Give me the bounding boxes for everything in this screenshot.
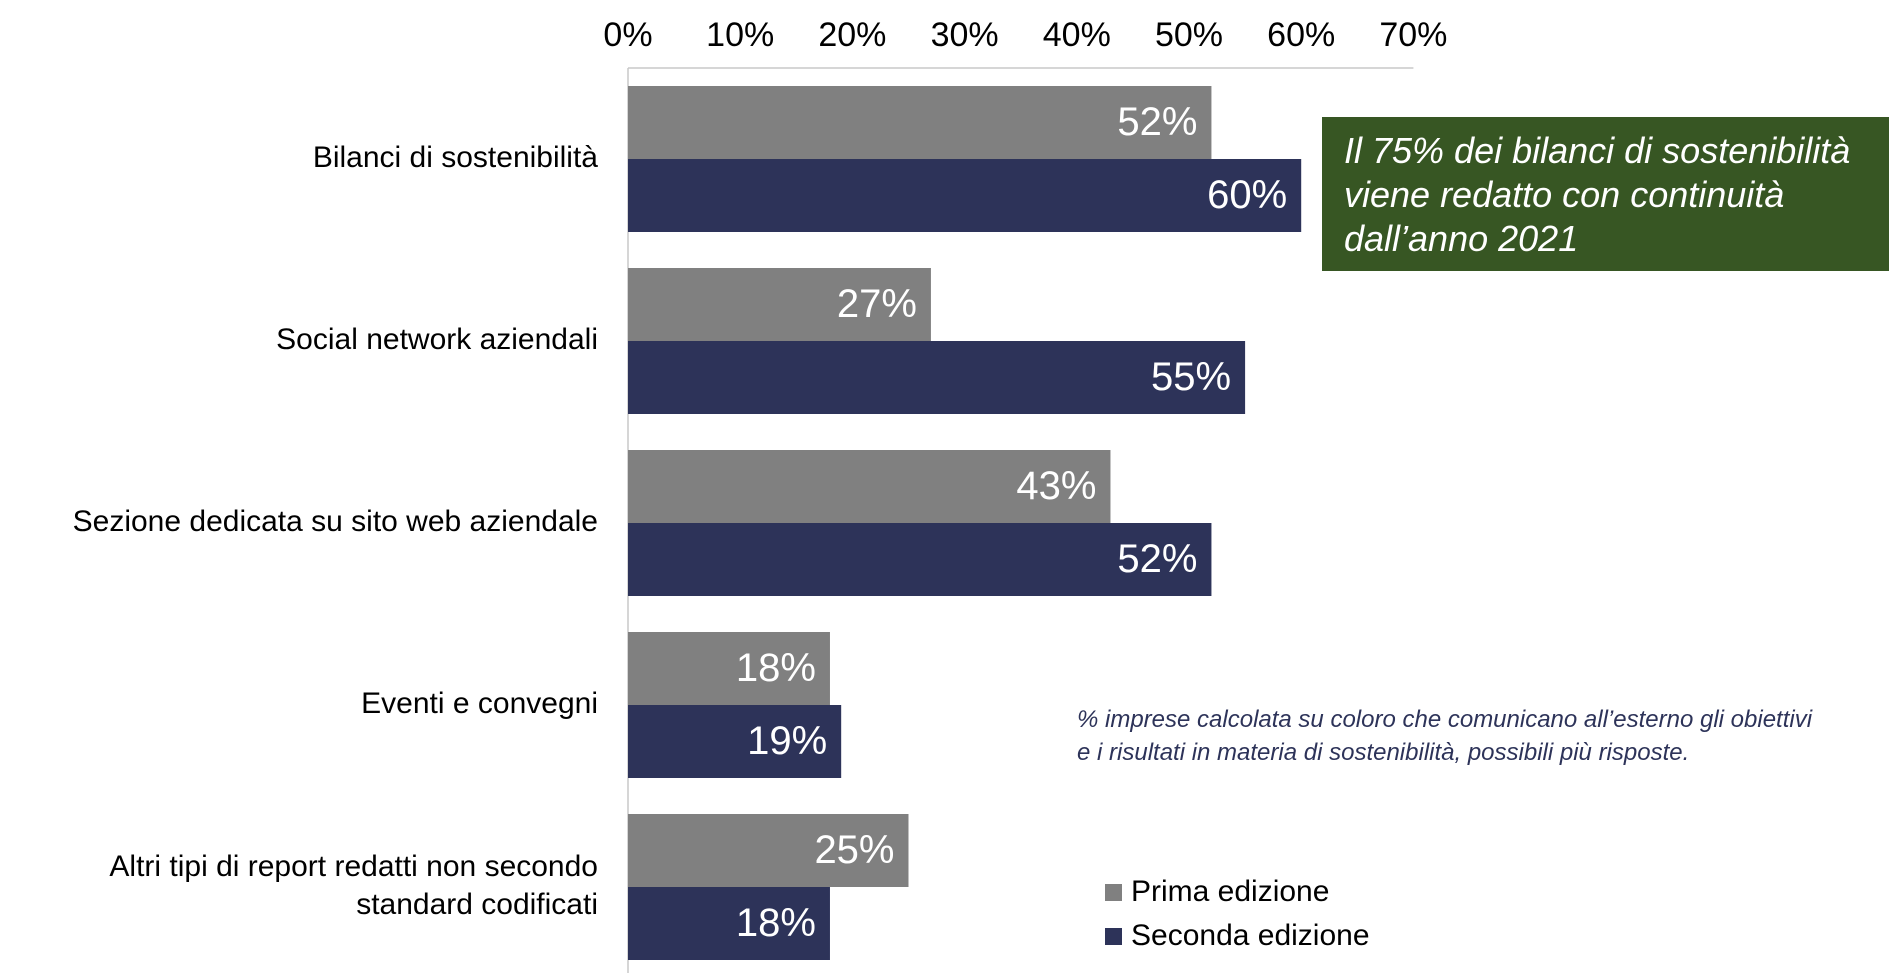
x-tick-label: 60% bbox=[1267, 16, 1335, 54]
bar-prima bbox=[628, 814, 909, 887]
callout-box: Il 75% dei bilanci di sostenibilità vien… bbox=[1322, 117, 1889, 271]
x-tick-label: 30% bbox=[931, 16, 999, 54]
bar-prima bbox=[628, 268, 931, 341]
x-tick-label: 50% bbox=[1155, 16, 1223, 54]
bar-prima bbox=[628, 632, 830, 705]
bar-seconda bbox=[628, 159, 1302, 232]
category-label-line: standard codificati bbox=[356, 888, 598, 921]
callout-line-2: viene redatto con continuità bbox=[1344, 174, 1785, 215]
legend-label-seconda: Seconda edizione bbox=[1131, 919, 1370, 952]
data-label: 27% bbox=[837, 282, 917, 326]
callout-line-3: dall’anno 2021 bbox=[1344, 218, 1579, 259]
legend-item-prima: Prima edizione bbox=[1105, 870, 1370, 914]
legend-label-prima: Prima edizione bbox=[1131, 875, 1330, 908]
category-label: Bilanci di sostenibilità bbox=[313, 141, 598, 174]
x-tick-label: 0% bbox=[603, 16, 652, 54]
bar-prima bbox=[628, 450, 1111, 523]
data-label: 18% bbox=[736, 901, 816, 945]
data-label: 52% bbox=[1117, 537, 1197, 581]
legend-item-seconda: Seconda edizione bbox=[1105, 914, 1370, 958]
category-label-line: Eventi e convegni bbox=[361, 687, 598, 720]
x-tick-label: 40% bbox=[1043, 16, 1111, 54]
data-label: 19% bbox=[747, 719, 827, 763]
category-label: Altri tipi di report redatti non secondo… bbox=[109, 850, 598, 921]
x-tick-label: 70% bbox=[1379, 16, 1447, 54]
bar-seconda bbox=[628, 887, 830, 960]
category-label-line: Social network aziendali bbox=[276, 323, 598, 356]
bar-prima bbox=[628, 86, 1212, 159]
data-label: 18% bbox=[736, 646, 816, 690]
category-label: Social network aziendali bbox=[276, 323, 598, 356]
legend: Prima edizione Seconda edizione bbox=[1105, 870, 1370, 958]
callout-line-1: Il 75% dei bilanci di sostenibilità bbox=[1344, 130, 1851, 171]
category-label-line: Bilanci di sostenibilità bbox=[313, 141, 598, 174]
data-label: 25% bbox=[814, 828, 894, 872]
legend-swatch-prima bbox=[1105, 883, 1122, 901]
category-label: Eventi e convegni bbox=[361, 687, 598, 720]
data-label: 52% bbox=[1117, 100, 1197, 144]
data-label: 55% bbox=[1151, 355, 1231, 399]
category-label-line: Sezione dedicata su sito web aziendale bbox=[73, 505, 598, 538]
footnote-line-1: % imprese calcolata su coloro che comuni… bbox=[1077, 706, 1813, 733]
legend-swatch-seconda bbox=[1105, 927, 1122, 945]
data-label: 43% bbox=[1016, 464, 1096, 508]
bar-seconda bbox=[628, 705, 842, 778]
category-label-line: Altri tipi di report redatti non secondo bbox=[109, 850, 598, 883]
bar-seconda bbox=[628, 341, 1246, 414]
x-tick-label: 20% bbox=[818, 16, 886, 54]
x-tick-label: 10% bbox=[706, 16, 774, 54]
category-label: Sezione dedicata su sito web aziendale bbox=[73, 505, 598, 538]
footnote-line-2: e i risultati in materia di sostenibilit… bbox=[1077, 739, 1690, 766]
bar-seconda bbox=[628, 523, 1212, 596]
data-label: 60% bbox=[1207, 173, 1287, 217]
footnote: % imprese calcolata su coloro che comuni… bbox=[1077, 703, 1896, 769]
